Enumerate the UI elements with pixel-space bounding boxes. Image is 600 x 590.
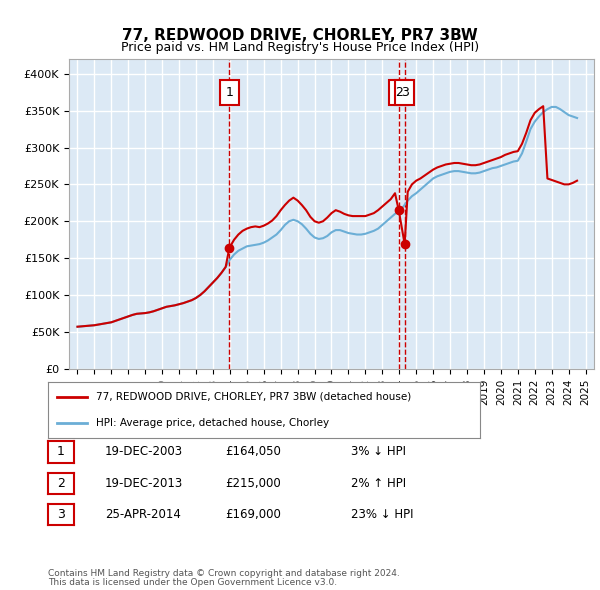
Text: 2: 2 bbox=[395, 86, 403, 99]
FancyBboxPatch shape bbox=[389, 80, 408, 105]
Text: 1: 1 bbox=[57, 445, 65, 458]
Text: 3: 3 bbox=[57, 508, 65, 521]
FancyBboxPatch shape bbox=[395, 80, 414, 105]
Text: 77, REDWOOD DRIVE, CHORLEY, PR7 3BW: 77, REDWOOD DRIVE, CHORLEY, PR7 3BW bbox=[122, 28, 478, 43]
Text: 19-DEC-2013: 19-DEC-2013 bbox=[105, 477, 183, 490]
Text: 25-APR-2014: 25-APR-2014 bbox=[105, 508, 181, 521]
Text: £164,050: £164,050 bbox=[225, 445, 281, 458]
Text: £215,000: £215,000 bbox=[225, 477, 281, 490]
Text: This data is licensed under the Open Government Licence v3.0.: This data is licensed under the Open Gov… bbox=[48, 578, 337, 588]
Text: £169,000: £169,000 bbox=[225, 508, 281, 521]
Text: HPI: Average price, detached house, Chorley: HPI: Average price, detached house, Chor… bbox=[95, 418, 329, 428]
Text: 2% ↑ HPI: 2% ↑ HPI bbox=[351, 477, 406, 490]
Text: 3: 3 bbox=[401, 86, 409, 99]
Text: 77, REDWOOD DRIVE, CHORLEY, PR7 3BW (detached house): 77, REDWOOD DRIVE, CHORLEY, PR7 3BW (det… bbox=[95, 392, 411, 402]
Text: 19-DEC-2003: 19-DEC-2003 bbox=[105, 445, 183, 458]
Text: 1: 1 bbox=[226, 86, 233, 99]
Text: 3% ↓ HPI: 3% ↓ HPI bbox=[351, 445, 406, 458]
Text: 23% ↓ HPI: 23% ↓ HPI bbox=[351, 508, 413, 521]
FancyBboxPatch shape bbox=[220, 80, 239, 105]
Text: Contains HM Land Registry data © Crown copyright and database right 2024.: Contains HM Land Registry data © Crown c… bbox=[48, 569, 400, 578]
Text: 2: 2 bbox=[57, 477, 65, 490]
Text: Price paid vs. HM Land Registry's House Price Index (HPI): Price paid vs. HM Land Registry's House … bbox=[121, 41, 479, 54]
